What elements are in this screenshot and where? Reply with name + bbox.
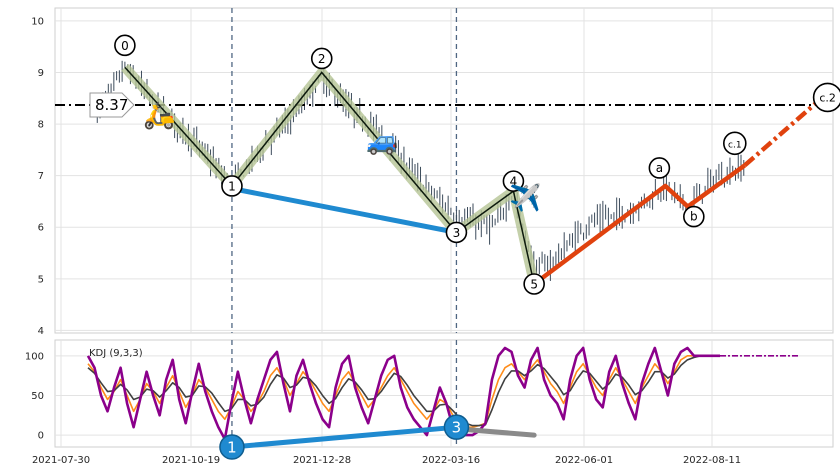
wave-label-circle (114, 34, 136, 57)
kdj-marker-circle (443, 414, 470, 440)
correction-label-circle (683, 205, 705, 228)
x-tick-label: 2021-07-30 (32, 455, 90, 466)
level-label-box (89, 92, 135, 118)
kdj-panel: 0 50 100 1 3 KDJ (9,3,3) 2021-07-30 2021-10-19 2… (25, 339, 834, 466)
wave-line (124, 66, 535, 285)
kdj-title: KDJ (9,3,3) (89, 348, 143, 359)
wave-label-text: 0 (121, 39, 129, 53)
wave-label-text: 3 (453, 226, 461, 240)
kdj-marker-text: 1 (227, 439, 237, 457)
scooter-icon: 🛵 (143, 101, 175, 131)
correction-label-circle (648, 157, 671, 179)
kdj-series-j (86, 346, 720, 441)
price-panel: 4 5 6 7 8 9 10 8.37 0 1 2 3 4 5 a b c.1 c.2 🛵 🚙 ✈️ (31, 7, 840, 337)
price-y-tick-label: 9 (38, 68, 44, 79)
wave-label-circle (502, 170, 525, 192)
price-y-tick-label: 7 (38, 171, 44, 182)
wave-label-circle (445, 221, 468, 244)
wave-label-text: 5 (530, 277, 538, 291)
x-tick-label: 2021-10-19 (162, 455, 220, 466)
correction-label-text: c.1 (728, 140, 742, 150)
kdj-series-d (87, 355, 720, 427)
price-y-tick-label: 8 (38, 120, 44, 131)
price-y-tick-label: 6 (38, 223, 44, 234)
kdj-y-tick-label: 0 (38, 431, 44, 442)
price-y-tick-label: 10 (31, 16, 44, 27)
kdj-marker-circle (219, 434, 245, 460)
wave-label-text: 4 (510, 175, 518, 189)
airplane-icon: ✈️ (509, 181, 541, 213)
price-y-tick-label: 5 (38, 274, 44, 285)
wave-label-circle (221, 175, 243, 197)
kdj-gray-segment (453, 426, 537, 438)
wave-label-text: 1 (228, 179, 236, 193)
kdj-marker-text: 3 (452, 419, 462, 437)
x-tick-label: 2022-06-01 (555, 455, 613, 466)
kdj-divergence-line (229, 424, 459, 450)
price-divergence-line (229, 186, 459, 235)
wave-label-text: 2 (318, 52, 326, 66)
correction-wave-line (532, 163, 747, 286)
correction-projection-line (743, 101, 818, 168)
correction-label-circle (812, 82, 840, 113)
kdj-y-tick-label: 100 (25, 351, 44, 362)
level-label-text: 8.37 (95, 96, 128, 114)
car-icon: 🚙 (366, 127, 398, 157)
x-tick-label: 2022-03-16 (422, 455, 480, 466)
correction-label-text: a (656, 161, 663, 175)
correction-label-circle (723, 131, 747, 156)
x-tick-label: 2022-08-11 (683, 455, 741, 466)
price-y-tick-label: 4 (38, 326, 44, 337)
correction-label-text: b (690, 210, 698, 224)
kdj-y-tick-label: 50 (31, 391, 44, 402)
wave-label-circle (523, 273, 545, 295)
correction-label-text: c.2 (819, 91, 836, 104)
x-tick-label: 2021-12-28 (293, 455, 351, 466)
wave-label-circle (310, 47, 333, 70)
